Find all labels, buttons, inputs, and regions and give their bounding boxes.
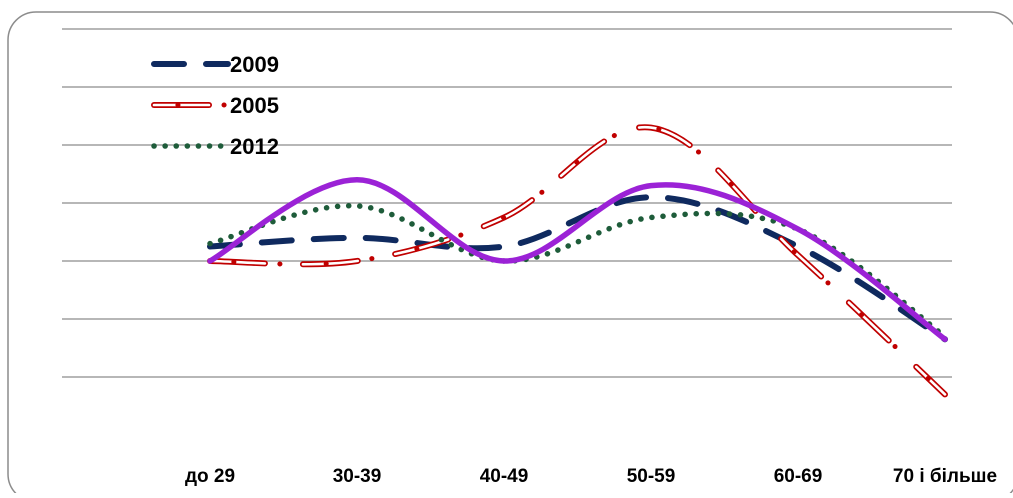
legend: 2009 2005 2012 (154, 52, 279, 159)
legend-label: 2009 (230, 52, 279, 77)
legend-item: 2009 (154, 52, 279, 77)
x-tick-label: 30-39 (333, 466, 382, 487)
series-2009 (210, 197, 945, 339)
x-tick-label: 50-59 (627, 466, 676, 487)
x-axis-labels: до 29 30-39 40-49 50-59 60-69 70 і більше (185, 466, 997, 487)
x-tick-label: 40-49 (480, 466, 529, 487)
x-tick-label: 60-69 (774, 466, 823, 487)
gridlines (62, 29, 952, 377)
legend-item: 2005 (154, 93, 279, 118)
series-line (210, 180, 945, 339)
x-tick-label: до 29 (185, 466, 235, 487)
x-tick-label: 70 і більше (893, 466, 997, 487)
legend-label: 2005 (230, 93, 279, 118)
series-unnamed-3 (210, 180, 945, 340)
chart-border (8, 12, 1013, 493)
legend-item: 2012 (154, 134, 279, 159)
series-line (210, 197, 945, 339)
legend-label: 2012 (230, 134, 279, 159)
